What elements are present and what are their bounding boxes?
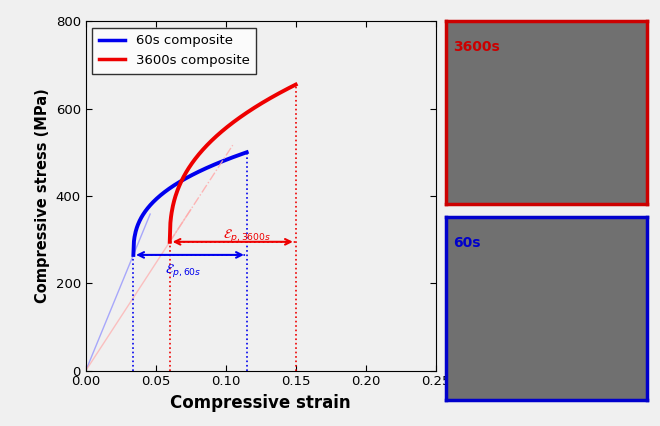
Legend: 60s composite, 3600s composite: 60s composite, 3600s composite (92, 28, 257, 74)
Y-axis label: Compressive stress (MPa): Compressive stress (MPa) (35, 89, 50, 303)
Text: 3600s: 3600s (453, 40, 500, 54)
Text: $\mathcal{E}_{p,60s}$: $\mathcal{E}_{p,60s}$ (165, 262, 201, 279)
Text: 60s: 60s (453, 236, 481, 250)
X-axis label: Compressive strain: Compressive strain (170, 394, 351, 412)
Text: $\mathcal{E}_{p,3600s}$: $\mathcal{E}_{p,3600s}$ (222, 227, 271, 244)
